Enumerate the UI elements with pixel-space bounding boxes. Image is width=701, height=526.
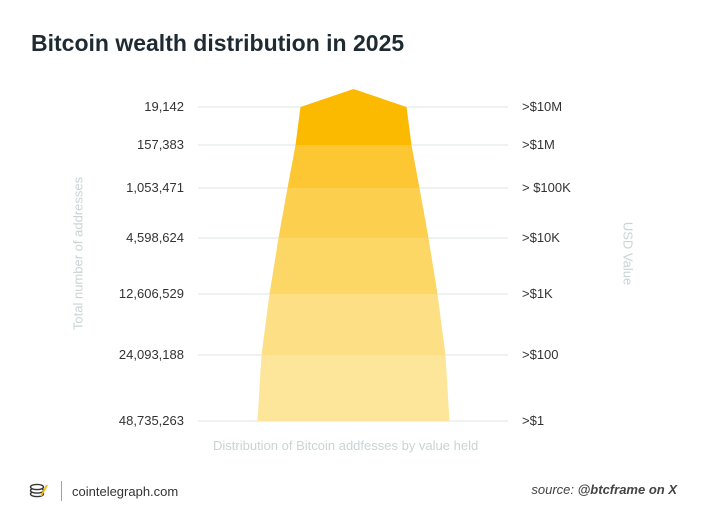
- usd-value-label: >$1M: [522, 137, 555, 152]
- usd-value-label: > $100K: [522, 180, 571, 195]
- band-segment: [269, 238, 438, 294]
- band-segment: [278, 188, 429, 238]
- usd-value-label: >$10M: [522, 99, 563, 114]
- band-segment: [257, 355, 450, 421]
- x-axis-title: Distribution of Bitcoin addfesses by val…: [213, 438, 479, 453]
- band-segment: [261, 294, 446, 355]
- band-segment: [295, 107, 412, 145]
- usd-value-label: >$10K: [522, 230, 560, 245]
- address-count-label: 24,093,188: [118, 347, 184, 362]
- address-count-label: 157,383: [137, 137, 184, 152]
- address-count-label: 4,598,624: [126, 230, 184, 245]
- band-segment: [287, 145, 420, 188]
- source-handle: @btcframe on X: [577, 482, 677, 497]
- secondary-y-axis-title: USD Value: [620, 221, 636, 286]
- usd-value-label: >$1: [522, 413, 545, 428]
- usd-value-label: >$100: [522, 347, 559, 362]
- cointelegraph-logo-icon: [29, 483, 48, 498]
- address-count-label: 12,606,529: [118, 286, 184, 301]
- source-prefix: source:: [531, 482, 578, 497]
- address-count-label: 48,735,263: [118, 413, 184, 428]
- source-credit: source: @btcframe on X: [531, 482, 677, 497]
- address-count-label: 19,142: [144, 99, 184, 114]
- brand-logo[interactable]: cointelegraph.com: [29, 481, 178, 501]
- address-count-label: 1,053,471: [126, 180, 184, 195]
- logo-divider: [61, 481, 62, 501]
- y-axis-title: Total number of addresses: [70, 176, 86, 331]
- usd-value-label: >$1K: [522, 286, 553, 301]
- chart-title: Bitcoin wealth distribution in 2025: [31, 30, 405, 56]
- brand-name: cointelegraph.com: [72, 483, 179, 499]
- band-peak: [300, 89, 407, 107]
